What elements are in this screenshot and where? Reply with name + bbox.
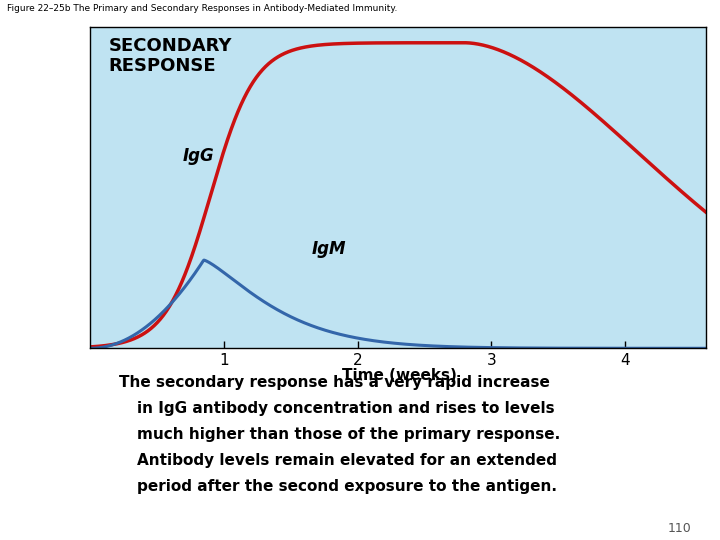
Text: much higher than those of the primary response.: much higher than those of the primary re…: [137, 427, 560, 442]
Text: in IgG antibody concentration and rises to levels: in IgG antibody concentration and rises …: [137, 401, 554, 416]
Text: b: b: [91, 465, 104, 484]
Text: The secondary response has a very rapid increase: The secondary response has a very rapid …: [119, 375, 549, 390]
Text: 110: 110: [667, 522, 691, 535]
Text: Time (weeks): Time (weeks): [342, 368, 457, 383]
Text: period after the second exposure to the antigen.: period after the second exposure to the …: [137, 479, 557, 494]
Text: SECONDARY
RESPONSE: SECONDARY RESPONSE: [109, 37, 232, 76]
Text: IgM: IgM: [312, 240, 346, 258]
Text: IgG: IgG: [182, 146, 214, 165]
Text: Antibody levels remain elevated for an extended: Antibody levels remain elevated for an e…: [137, 453, 557, 468]
Text: Figure 22–25b The Primary and Secondary Responses in Antibody-Mediated Immunity.: Figure 22–25b The Primary and Secondary …: [7, 4, 397, 14]
